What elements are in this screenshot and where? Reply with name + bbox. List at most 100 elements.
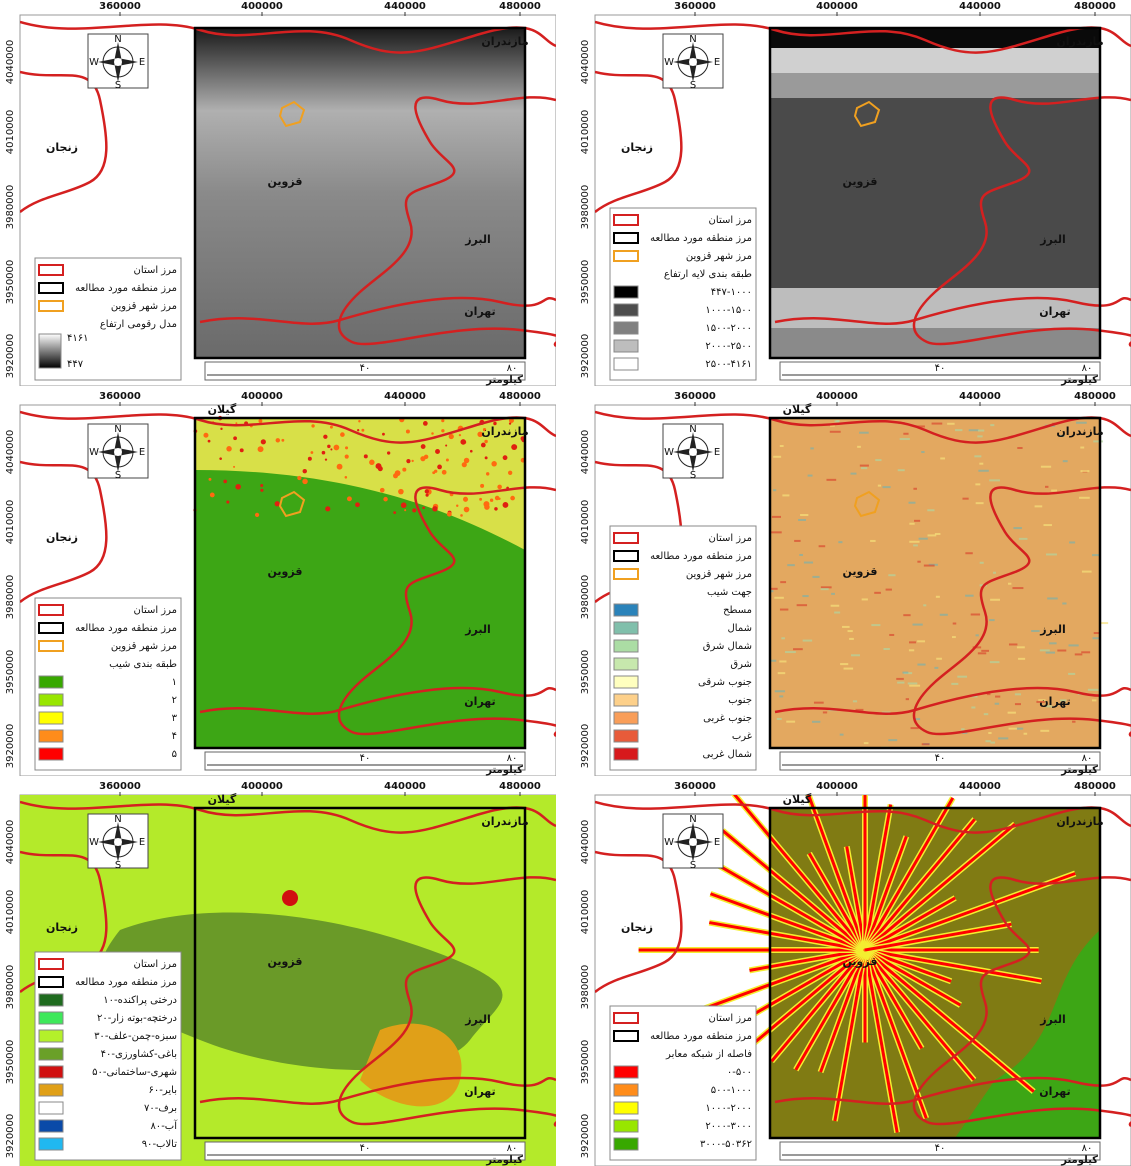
slope-spot bbox=[479, 498, 482, 501]
slope-spot bbox=[435, 449, 440, 454]
north-arrow-label: N bbox=[689, 424, 696, 435]
scale-label: ۸۰ bbox=[507, 363, 518, 374]
x-tick-label: 480000 bbox=[499, 781, 541, 792]
aspect-spot bbox=[908, 682, 918, 684]
slope-spot bbox=[393, 511, 396, 514]
aspect-spot bbox=[864, 742, 869, 744]
slope-spot bbox=[369, 460, 374, 465]
aspect-spot bbox=[969, 429, 979, 431]
legend-label: شمال شرق bbox=[703, 641, 752, 652]
legend-label: ۳ bbox=[172, 713, 178, 724]
aspect-spot bbox=[913, 488, 917, 490]
slope-spot bbox=[303, 469, 307, 473]
legend-swatch bbox=[39, 605, 63, 615]
aspect-spot bbox=[1082, 571, 1092, 573]
slope-spot bbox=[323, 435, 327, 439]
slope-spot bbox=[490, 499, 493, 502]
province-label: زنجان bbox=[621, 141, 653, 154]
province-label: البرز bbox=[464, 233, 491, 246]
aspect-spot bbox=[840, 734, 844, 736]
north-arrow-label: N bbox=[114, 814, 121, 825]
legend-swatch bbox=[39, 694, 63, 706]
north-arrow-label: W bbox=[89, 447, 99, 458]
province-label: زنجان bbox=[46, 921, 78, 934]
aspect-spot bbox=[1047, 597, 1058, 599]
aspect-spot bbox=[836, 420, 839, 422]
slope-spot bbox=[406, 459, 410, 463]
legend-label: مرز منطقه مورد مطالعه bbox=[75, 623, 177, 634]
slope-spot bbox=[431, 432, 434, 435]
province-label: تهران bbox=[464, 695, 495, 708]
province-label: تهران bbox=[1039, 1085, 1070, 1098]
legend-swatch bbox=[39, 730, 63, 742]
legend-swatch bbox=[39, 748, 63, 760]
slope-spot bbox=[441, 419, 444, 422]
north-arrow-label: E bbox=[714, 57, 720, 68]
aspect-spot bbox=[771, 588, 778, 590]
aspect-spot bbox=[936, 596, 940, 598]
legend-swatch bbox=[614, 1084, 638, 1096]
legend-label: درختچه-بوته زار-۲۰ bbox=[97, 1013, 177, 1024]
aspect-spot bbox=[888, 574, 895, 576]
aspect-spot bbox=[1080, 447, 1084, 449]
legend-swatch bbox=[39, 994, 63, 1006]
slope-spot bbox=[233, 466, 235, 468]
aspect-spot bbox=[1008, 712, 1016, 714]
aspect-spot bbox=[961, 728, 964, 730]
slope-spot bbox=[459, 434, 461, 436]
aspect-spot bbox=[917, 664, 925, 666]
legend-swatch bbox=[614, 730, 638, 742]
aspect-spot bbox=[914, 520, 920, 522]
aspect-spot bbox=[1092, 637, 1099, 639]
map-panel: 3600004000004400004800004040000401000039… bbox=[575, 0, 1131, 386]
legend-label: مرز شهر قزوین bbox=[686, 251, 752, 262]
slope-spot bbox=[460, 514, 463, 517]
aspect-spot bbox=[927, 509, 934, 511]
aspect-spot bbox=[1076, 422, 1087, 424]
slope-spot bbox=[260, 484, 263, 487]
province-label: قزوین bbox=[843, 565, 878, 578]
x-tick-label: 440000 bbox=[384, 391, 426, 402]
legend-label: شمال bbox=[728, 623, 752, 634]
y-tick-label: 3920000 bbox=[580, 1114, 591, 1159]
aspect-spot bbox=[1080, 470, 1089, 472]
province-label: مازندران bbox=[1056, 425, 1103, 438]
legend-swatch bbox=[39, 265, 63, 275]
slope-spot bbox=[302, 479, 307, 484]
x-tick-label: 360000 bbox=[674, 1, 716, 12]
aspect-spot bbox=[888, 739, 897, 741]
aspect-spot bbox=[976, 502, 984, 504]
aspect-spot bbox=[886, 589, 892, 591]
aspect-spot bbox=[900, 438, 910, 440]
province-label: گیلان bbox=[783, 403, 812, 416]
scale-label: ۴۰ bbox=[935, 363, 946, 374]
y-tick-label: 4040000 bbox=[5, 40, 16, 85]
legend-label: ۲۵۰۰-۴۱۶۱ bbox=[705, 359, 752, 370]
slope-spot bbox=[327, 445, 330, 448]
aspect-spot bbox=[1043, 524, 1051, 526]
aspect-spot bbox=[1046, 553, 1057, 555]
slope-spot bbox=[445, 445, 447, 447]
province-label: زنجان bbox=[46, 141, 78, 154]
legend-swatch bbox=[614, 233, 638, 243]
aspect-spot bbox=[797, 604, 807, 606]
y-tick-label: 3950000 bbox=[5, 650, 16, 695]
aspect-spot bbox=[1015, 693, 1021, 695]
slope-spot bbox=[334, 445, 340, 451]
slope-spot bbox=[203, 433, 208, 438]
legend-label: برف-۷۰ bbox=[144, 1103, 177, 1114]
slope-spot bbox=[255, 513, 259, 517]
aspect-spot bbox=[1075, 653, 1083, 655]
aspect-spot bbox=[940, 457, 945, 459]
slope-spot bbox=[387, 451, 390, 454]
aspect-spot bbox=[988, 732, 991, 734]
province-label: گیلان bbox=[783, 793, 812, 806]
legend-swatch bbox=[614, 340, 638, 352]
aspect-spot bbox=[981, 650, 989, 652]
scale-unit: کیلومتر bbox=[1060, 375, 1098, 386]
legend-label: درختی پراکنده-۱۰ bbox=[103, 995, 177, 1006]
aspect-spot bbox=[951, 683, 958, 685]
aspect-spot bbox=[940, 614, 948, 616]
slope-spot bbox=[404, 509, 406, 511]
